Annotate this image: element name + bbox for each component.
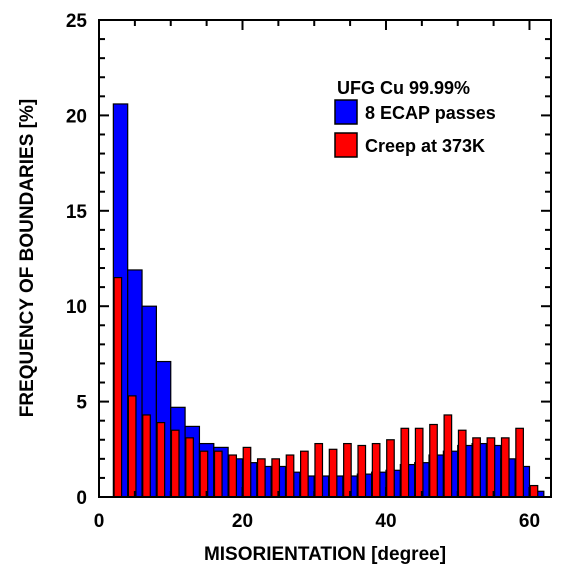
bar-creep-5 [185, 437, 194, 498]
plot-frame [98, 19, 552, 498]
bar-creep-29 [529, 484, 539, 498]
bar-creep-3 [156, 421, 166, 498]
legend-swatch-creep [334, 132, 358, 158]
x-tick-label-0: 0 [94, 511, 105, 532]
bar-creep-23 [443, 414, 453, 498]
bar-creep-6 [199, 450, 209, 498]
y-tick-label-25: 25 [66, 11, 88, 32]
bar-creep-18 [371, 442, 381, 498]
bar-creep-13 [300, 450, 309, 498]
bar-creep-22 [429, 423, 438, 498]
bar-creep-1 [127, 395, 137, 498]
x-axis-title: MISORIENTATION [degree] [204, 544, 446, 565]
bar-creep-16 [343, 442, 352, 498]
bar-creep-14 [314, 442, 324, 498]
y-tick-label-15: 15 [66, 202, 88, 223]
y-axis-title: FREQUENCY OF BOUNDARIES [%] [17, 99, 38, 417]
bar-creep-15 [328, 448, 338, 498]
legend-label-ecap: 8 ECAP passes [365, 103, 496, 123]
legend-label-creep: Creep at 373K [365, 136, 485, 156]
y-tick-label-0: 0 [76, 488, 87, 509]
bar-creep-0 [113, 276, 123, 498]
bars-layer [112, 103, 545, 498]
bar-creep-8 [228, 454, 237, 498]
bar-creep-9 [242, 446, 252, 498]
bar-creep-20 [400, 427, 410, 498]
ticks-layer [98, 19, 551, 498]
bar-creep-28 [515, 427, 524, 498]
bar-creep-24 [457, 429, 467, 498]
y-tick-label-20: 20 [66, 106, 87, 127]
tick-labels-layer: 0 20 40 60 0 5 10 15 20 25 [66, 11, 540, 532]
bar-creep-17 [357, 444, 367, 498]
x-tick-label-40: 40 [375, 511, 396, 532]
legend: UFG Cu 99.99% 8 ECAP passes Creep at 373… [334, 78, 496, 158]
legend-swatch-ecap [334, 99, 358, 125]
bar-creep-7 [213, 450, 223, 498]
y-tick-label-5: 5 [76, 393, 87, 414]
bar-creep-26 [486, 437, 496, 498]
bar-creep-12 [285, 454, 295, 498]
bar-creep-10 [256, 458, 266, 498]
y-tick-label-10: 10 [66, 297, 87, 318]
x-tick-label-60: 60 [519, 511, 540, 532]
bar-creep-27 [500, 437, 510, 498]
bar-creep-19 [386, 439, 395, 498]
x-tick-label-20: 20 [232, 511, 253, 532]
legend-title: UFG Cu 99.99% [337, 78, 470, 98]
bar-creep-4 [170, 429, 180, 498]
bar-creep-21 [414, 427, 424, 498]
bar-creep-25 [472, 437, 481, 498]
bar-creep-2 [142, 414, 151, 498]
